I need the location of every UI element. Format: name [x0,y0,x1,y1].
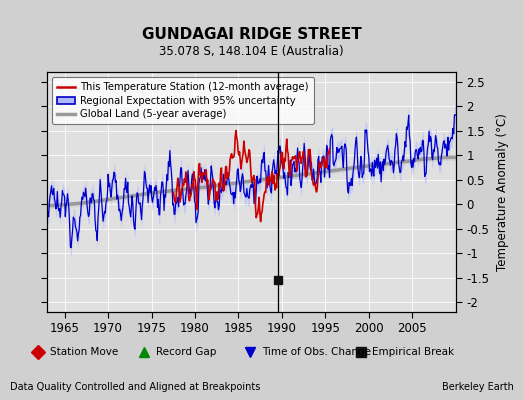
Legend: This Temperature Station (12-month average), Regional Expectation with 95% uncer: This Temperature Station (12-month avera… [52,77,314,124]
Text: Berkeley Earth: Berkeley Earth [442,382,514,392]
Text: Data Quality Controlled and Aligned at Breakpoints: Data Quality Controlled and Aligned at B… [10,382,261,392]
Text: GUNDAGAI RIDGE STREET: GUNDAGAI RIDGE STREET [141,27,362,42]
Text: 35.078 S, 148.104 E (Australia): 35.078 S, 148.104 E (Australia) [159,45,344,58]
Y-axis label: Temperature Anomaly (°C): Temperature Anomaly (°C) [496,113,509,271]
Text: Station Move: Station Move [50,347,118,357]
Text: Record Gap: Record Gap [156,347,216,357]
Text: Time of Obs. Change: Time of Obs. Change [262,347,371,357]
Text: Empirical Break: Empirical Break [373,347,455,357]
